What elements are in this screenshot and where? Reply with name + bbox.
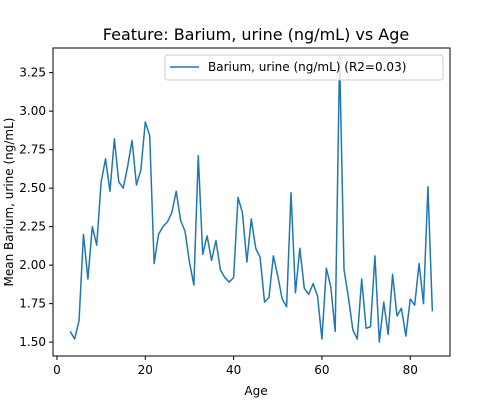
y-tick-label: 2.75 bbox=[19, 143, 46, 157]
y-tick-label: 1.50 bbox=[19, 335, 46, 349]
series-lines bbox=[69, 54, 434, 343]
legend-box bbox=[164, 54, 444, 81]
y-axis-label: Mean Barium, urine (ng/mL) bbox=[2, 118, 16, 287]
plot-frame bbox=[52, 47, 451, 357]
y-tick-label: 2.25 bbox=[19, 220, 46, 234]
series-line bbox=[69, 54, 434, 343]
axis-ticks: 0 20 40 60 80 1.50 1.75 2.00 2.25 2.50 2.75 3.00 3.2… bbox=[19, 66, 418, 377]
y-tick-label: 2.50 bbox=[19, 181, 46, 195]
x-axis-label: Age bbox=[244, 384, 267, 398]
x-tick-label: 40 bbox=[226, 363, 241, 377]
y-tick-label: 2.00 bbox=[19, 258, 46, 272]
y-tick-label: 3.25 bbox=[19, 66, 46, 80]
chart-title: Feature: Barium, urine (ng/mL) vs Age bbox=[103, 25, 409, 44]
y-tick-label: 1.75 bbox=[19, 297, 46, 311]
legend-label: Barium, urine (ng/mL) (R2=0.03) bbox=[208, 60, 406, 74]
x-tick-label: 60 bbox=[314, 363, 329, 377]
x-tick-label: 0 bbox=[53, 363, 61, 377]
y-tick-label: 3.00 bbox=[19, 104, 46, 118]
x-tick-label: 20 bbox=[138, 363, 153, 377]
legend: Barium, urine (ng/mL) (R2=0.03) bbox=[164, 54, 444, 81]
x-tick-label: 80 bbox=[403, 363, 418, 377]
